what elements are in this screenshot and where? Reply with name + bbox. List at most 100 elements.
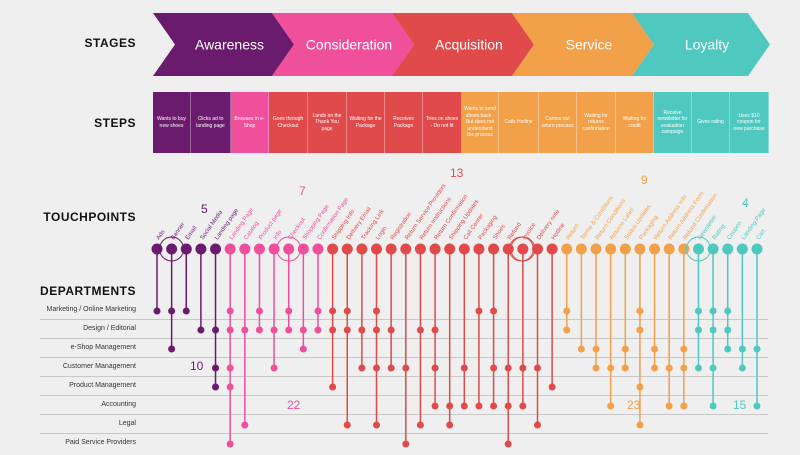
touchpoint-count: 7 [299,184,306,198]
touchpoint-count: 22 [287,398,301,412]
department-dot [753,402,761,410]
touchpoint: Delivery note [531,208,562,429]
department-row: Product Management [0,379,800,398]
department-dot [475,307,483,315]
department-dot [212,364,220,372]
department-label: Customer Management [62,363,136,370]
stage-chevron: Service [512,13,654,76]
touchpoint-dot [166,243,178,255]
touchpoint-dot [575,243,587,255]
department-dot [358,326,366,334]
stage-label: Service [566,37,613,53]
touchpoint-label: Ads [156,229,167,241]
touchpoint-count: 23 [627,398,641,412]
touchpoint-dot [502,243,514,255]
department-dot [446,421,454,429]
department-dot [343,326,351,334]
department-dot [197,326,205,334]
department-divider [40,338,768,339]
touchpoint: Shipping Updates [444,199,480,429]
touchpoint-dot [736,243,748,255]
stages-heading: STAGES [84,36,136,50]
highlight-ring [159,236,185,262]
department-label: Marketing / Online Marketing [46,306,136,313]
touchpoint-label: Shoes [492,224,507,241]
department-dot [431,326,439,334]
department-dot [665,364,673,372]
touchpoint-dot [195,243,207,255]
department-label: Legal [118,420,136,427]
department-dot [694,364,702,372]
department-dot [241,421,249,429]
touchpoint: Banner [166,222,186,353]
department-dot [636,383,644,391]
department-row: Design / Editorial [0,322,800,341]
touchpoint-count: 13 [450,166,464,180]
department-dot [226,307,234,315]
touchpoint-dot [151,243,163,255]
touchpoint-dot [371,243,383,255]
touchpoint-dot [429,243,441,255]
department-dot [490,402,498,410]
touchpoint-dot [239,243,251,255]
department-dot [694,326,702,334]
stage-label: Awareness [195,37,264,53]
department-dot [285,326,293,334]
department-dot [329,307,337,315]
department-dot [387,326,395,334]
step-box: Receive newsletter for evaluation campai… [654,92,692,153]
department-dot [621,345,629,353]
touchpoint-dot [678,243,690,255]
department-label: Product Management [69,382,136,389]
department-dot [738,364,746,372]
touchpoint-dot [561,243,573,255]
stages-chevron-bar: Awareness Consideration Acquisition Service… [153,13,770,76]
department-dot [226,383,234,391]
department-dot [343,421,351,429]
touchpoint-dot [707,243,719,255]
touchpoint-dot [312,243,324,255]
department-dot [314,326,322,334]
department-row: Legal [0,417,800,436]
touchpoint-dot [400,243,412,255]
department-dot [168,307,176,315]
department-dot [533,421,541,429]
touchpoint: Return Instructions [414,196,453,429]
department-dot [738,345,746,353]
department-dot [299,326,307,334]
department-label: Paid Service Providers [65,439,136,446]
touchpoint-label: Cart [756,228,768,241]
department-row: e-Shop Management [0,341,800,360]
touchpoint: Ads [151,229,167,315]
department-dot [724,307,732,315]
department-dot [694,307,702,315]
department-dot [680,364,688,372]
department-dot [577,345,585,353]
touchpoint-dot [327,243,339,255]
step-box: Browses in e-Shop [231,92,269,153]
step-box: Waiting for the Package [347,92,385,153]
stage-chevron: Acquisition [392,13,534,76]
department-divider [40,414,768,415]
step-box: Carries out return process [539,92,577,153]
touchpoint-dot [444,243,456,255]
departments-heading: DEPARTMENTS [40,284,136,298]
touchpoint-dot [414,243,426,255]
department-dot [255,307,263,315]
department-divider [40,357,768,358]
touchpoint-dot [297,243,309,255]
department-dot [431,402,439,410]
department-dot [504,364,512,372]
step-box: Tries on shoes - Do not fit [423,92,462,153]
touchpoints-heading: TOUCHPOINTS [43,210,136,224]
stage-chevron: Awareness [153,13,294,76]
department-dot [709,326,717,334]
step-box: Calls Hotline [499,92,539,153]
stage-chevron-shape [512,13,654,76]
touchpoint-dot [649,243,661,255]
department-dot [563,307,571,315]
department-dot [504,440,512,448]
touchpoint-dot [546,243,558,255]
department-row: Customer Management [0,360,800,379]
touchpoint-label: Banner [170,222,186,241]
